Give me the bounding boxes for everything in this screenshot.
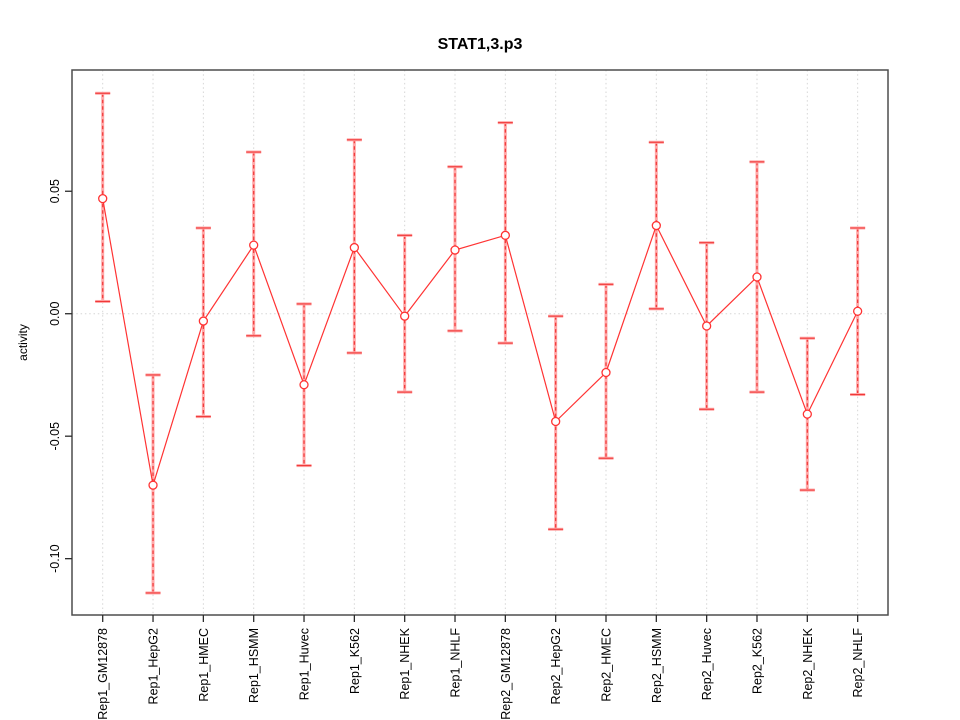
x-tick-label: Rep1_HSMM bbox=[247, 628, 261, 703]
x-tick-label: Rep1_GM12878 bbox=[96, 628, 110, 720]
y-tick-label: -0.05 bbox=[48, 422, 62, 451]
axes bbox=[65, 69, 889, 622]
data-point bbox=[148, 480, 158, 490]
y-axis-title: activity bbox=[16, 324, 30, 361]
data-point bbox=[400, 311, 410, 321]
x-tick-label: Rep2_HMEC bbox=[600, 628, 614, 702]
data-point bbox=[450, 245, 460, 255]
axis-tick-labels: 0.05 0.00 -0.05 -0.10 Rep1_GM12878 Rep1_HepG2… bbox=[48, 179, 865, 720]
data-point bbox=[98, 193, 108, 204]
x-tick-label: Rep2_HSMM bbox=[650, 628, 664, 703]
data-point bbox=[802, 409, 812, 419]
x-tick-label: Rep1_K562 bbox=[348, 628, 362, 694]
x-tick-label: Rep1_Huvec bbox=[298, 628, 312, 700]
data-point bbox=[198, 316, 209, 326]
x-tick-label: Rep1_NHLF bbox=[449, 628, 463, 698]
data-point bbox=[249, 240, 259, 250]
data-point bbox=[500, 230, 510, 240]
data-point bbox=[551, 416, 561, 427]
gridlines bbox=[72, 70, 888, 615]
data-point bbox=[299, 380, 309, 390]
x-tick-label: Rep1_NHEK bbox=[398, 627, 412, 699]
series-line bbox=[102, 198, 859, 486]
data-point bbox=[853, 306, 863, 316]
x-tick-label: Rep2_GM12878 bbox=[499, 628, 513, 720]
x-tick-label: Rep2_Huvec bbox=[700, 628, 714, 700]
y-tick-label: 0.00 bbox=[48, 302, 62, 326]
plot-border bbox=[71, 69, 889, 616]
data-point bbox=[702, 321, 712, 331]
x-tick-label: Rep2_NHEK bbox=[801, 627, 815, 699]
data-point bbox=[752, 272, 762, 282]
x-tick-label: Rep1_HepG2 bbox=[147, 628, 161, 704]
data-point bbox=[601, 367, 611, 378]
x-tick-label: Rep2_NHLF bbox=[851, 628, 865, 698]
x-tick-label: Rep1_HMEC bbox=[197, 628, 211, 702]
x-tick-label: Rep2_HepG2 bbox=[549, 628, 563, 704]
y-tick-label: -0.10 bbox=[48, 544, 62, 573]
data-point bbox=[349, 242, 360, 253]
chart-title: STAT1,3.p3 bbox=[438, 36, 523, 53]
data-series bbox=[95, 91, 866, 595]
x-tick-label: Rep2_K562 bbox=[750, 628, 764, 694]
y-tick-label: 0.05 bbox=[48, 179, 62, 203]
data-point bbox=[651, 220, 661, 231]
